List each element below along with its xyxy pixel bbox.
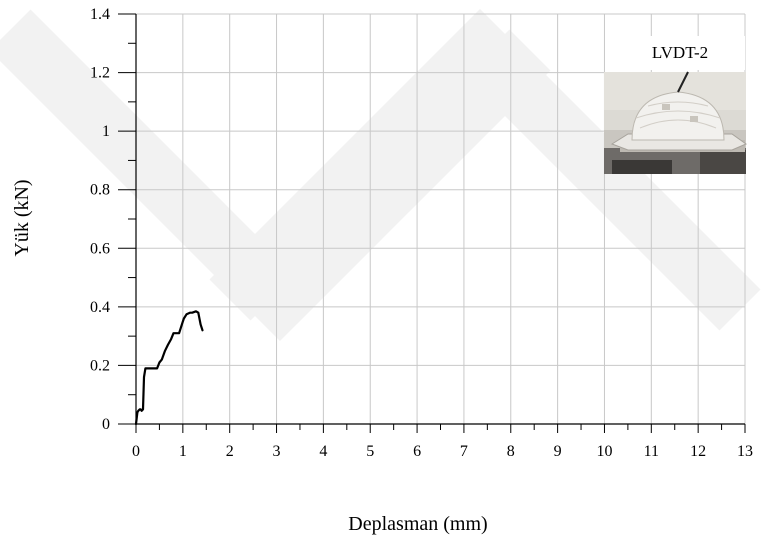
x-tick-label: 4 xyxy=(319,443,327,460)
axes xyxy=(118,13,746,433)
x-axis-title: Deplasman (mm) xyxy=(348,513,487,535)
y-axis-title: Yük (kN) xyxy=(11,179,33,256)
y-tick-label: 0 xyxy=(102,416,110,433)
series-layer xyxy=(134,310,204,426)
x-tick-label: 9 xyxy=(554,443,562,460)
x-tick-label: 7 xyxy=(460,443,468,460)
load-displacement-line xyxy=(134,310,204,426)
x-tick-label: 2 xyxy=(226,443,234,460)
x-tick-label: 0 xyxy=(132,443,140,460)
inset-label: LVDT-2 xyxy=(652,43,708,62)
x-tick-label: 12 xyxy=(690,443,706,460)
x-tick-label: 10 xyxy=(596,443,612,460)
y-tick-label: 0.2 xyxy=(90,357,110,374)
dome-specimen-photo xyxy=(604,71,748,174)
y-tick-label: 1.2 xyxy=(90,65,110,82)
y-tick-label: 0.4 xyxy=(90,299,110,316)
watermark xyxy=(0,8,761,342)
x-tick-label: 8 xyxy=(507,443,515,460)
y-tick-label: 1.4 xyxy=(90,6,110,23)
y-tick-label: 0.8 xyxy=(90,182,110,199)
x-tick-label: 1 xyxy=(179,443,187,460)
inset-label-box xyxy=(605,36,745,70)
y-tick-label: 1 xyxy=(102,123,110,140)
x-tick-label: 5 xyxy=(366,443,374,460)
x-tick-label: 11 xyxy=(644,443,659,460)
x-tick-label: 13 xyxy=(737,443,753,460)
x-tick-label: 3 xyxy=(273,443,281,460)
y-tick-label: 0.6 xyxy=(90,240,110,257)
x-tick-label: 6 xyxy=(413,443,421,460)
